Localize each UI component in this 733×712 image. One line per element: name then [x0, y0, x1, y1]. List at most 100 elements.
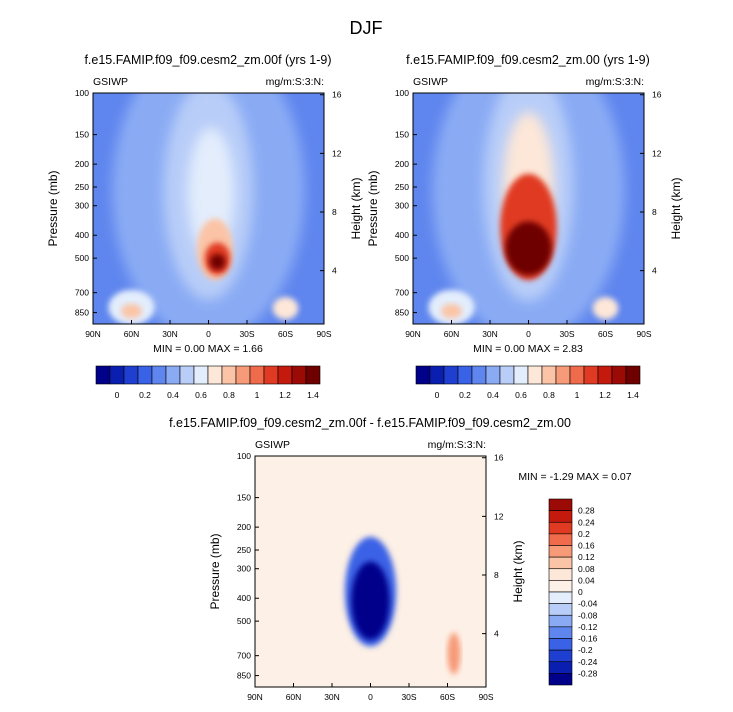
y2-tick-label: 4	[652, 266, 657, 276]
y-tick-label: 500	[237, 616, 251, 626]
colorbar-label: 0.2	[578, 529, 590, 539]
colorbar-box	[548, 568, 573, 581]
y-tick-label: 300	[75, 201, 89, 211]
colorbar-box	[305, 365, 321, 385]
units-label: mg/m:S:3:N:	[428, 439, 486, 451]
colorbar-box	[457, 365, 473, 385]
colorbar-label: 0.28	[578, 506, 595, 516]
y-tick-label: 850	[237, 671, 251, 681]
colorbar-box	[548, 673, 573, 686]
colorbar-box	[527, 365, 543, 385]
variable-label: GSIWP	[93, 76, 128, 88]
chart-title: f.e15.FAMIP.f09_f09.cesm2_zm.00f (yrs 1-…	[84, 53, 331, 67]
y2-tick-label: 4	[332, 266, 337, 276]
colorbar-box	[151, 365, 167, 385]
y-axis-label: Pressure (mb)	[46, 170, 60, 246]
x-tick-label: 30N	[162, 329, 178, 339]
y2-tick-label: 8	[332, 207, 337, 217]
field-contour	[209, 253, 226, 270]
colorbar-box	[548, 533, 573, 546]
min-max-stats: MIN = -1.29 MAX = 0.07	[518, 471, 631, 483]
colorbar: 0 0.2 0.4 0.6 0.8 1 1.2 1.4	[95, 365, 321, 400]
colorbar-box	[291, 365, 307, 385]
y-tick-label: 100	[237, 451, 251, 461]
variable-label: GSIWP	[255, 439, 290, 451]
colorbar-box	[429, 365, 445, 385]
y-tick-label: 200	[237, 522, 251, 532]
colorbar-box	[611, 365, 627, 385]
colorbar-label: 1	[575, 390, 580, 400]
chart-panel-3: f.e15.FAMIP.f09_f09.cesm2_zm.00f - f.e15…	[169, 416, 632, 702]
colorbar-label: 0.6	[515, 390, 527, 400]
y-tick-label: 300	[237, 564, 251, 574]
x-tick-label: 0	[368, 692, 373, 702]
colorbar-box	[207, 365, 223, 385]
colorbar-box	[548, 498, 573, 511]
colorbar: 0 0.2 0.4 0.6 0.8 1 1.2 1.4	[415, 365, 641, 400]
colorbar-box	[221, 365, 237, 385]
y-tick-label: 500	[75, 253, 89, 263]
x-tick-label: 90S	[478, 692, 493, 702]
field-contour	[505, 221, 552, 276]
y-tick-label: 700	[75, 288, 89, 298]
x-tick-label: 60N	[444, 329, 460, 339]
heatmap-field	[93, 93, 324, 324]
colorbar: 0.280.24 0.2 0.160.12 0.080.04 0 -0.04-0.08 -0…	[548, 498, 598, 686]
y-axis-label: Pressure (mb)	[366, 170, 380, 246]
colorbar-box	[179, 365, 195, 385]
y2-tick-label: 8	[652, 207, 657, 217]
y-tick-label: 250	[75, 182, 89, 192]
y-tick-label: 700	[395, 288, 409, 298]
colorbar-box	[513, 365, 529, 385]
x-tick-label: 0	[526, 329, 531, 339]
field-contour	[121, 303, 142, 319]
colorbar-label: 0.12	[578, 552, 595, 562]
min-max-stats: MIN = 0.00 MAX = 1.66	[153, 343, 263, 355]
y-tick-label: 400	[395, 230, 409, 240]
colorbar-label: 1.2	[599, 390, 611, 400]
field-contour	[272, 296, 299, 320]
colorbar-box	[109, 365, 125, 385]
y-tick-label: 200	[395, 159, 409, 169]
field-contour	[376, 456, 467, 630]
y-tick-label: 700	[237, 651, 251, 661]
colorbar-label: 1.2	[279, 390, 291, 400]
x-tick-label: 30S	[559, 329, 574, 339]
colorbar-label: -0.08	[578, 610, 598, 620]
colorbar-box	[548, 521, 573, 535]
field-contour	[447, 632, 461, 675]
x-tick-label: 30N	[482, 329, 498, 339]
y2-tick-label: 16	[494, 453, 504, 463]
y-tick-label: 300	[395, 201, 409, 211]
colorbar-label: 0.24	[578, 517, 595, 527]
x-tick-label: 0	[206, 329, 211, 339]
x-tick-label: 90N	[405, 329, 421, 339]
x-tick-label: 60S	[278, 329, 293, 339]
y-tick-label: 150	[237, 493, 251, 503]
x-tick-label: 30N	[324, 692, 340, 702]
chart-panel-2: f.e15.FAMIP.f09_f09.cesm2_zm.00 (yrs 1-9…	[366, 53, 683, 400]
y2-tick-label: 12	[652, 148, 662, 158]
colorbar-box	[569, 365, 585, 385]
x-tick-label: 90S	[316, 329, 331, 339]
page-title: DJF	[350, 18, 383, 38]
y-tick-label: 500	[395, 253, 409, 263]
y2-tick-label: 12	[494, 511, 504, 521]
x-tick-label: 60N	[124, 329, 140, 339]
colorbar-box	[548, 649, 573, 663]
colorbar-label: 0	[578, 587, 583, 597]
x-tick-label: 60S	[598, 329, 613, 339]
colorbar-box	[485, 365, 501, 385]
colorbar-box	[625, 365, 641, 385]
y-tick-label: 400	[75, 230, 89, 240]
colorbar-label: -0.12	[578, 622, 598, 632]
x-tick-label: 60S	[440, 692, 455, 702]
field-contour	[441, 303, 462, 319]
colorbar-box	[263, 365, 279, 385]
field-contour	[351, 561, 390, 640]
colorbar-box	[548, 614, 573, 628]
chart-panel-1: f.e15.FAMIP.f09_f09.cesm2_zm.00f (yrs 1-…	[46, 53, 363, 400]
field-contour	[592, 296, 619, 320]
variable-label: GSIWP	[413, 76, 448, 88]
units-label: mg/m:S:3:N:	[266, 76, 324, 88]
